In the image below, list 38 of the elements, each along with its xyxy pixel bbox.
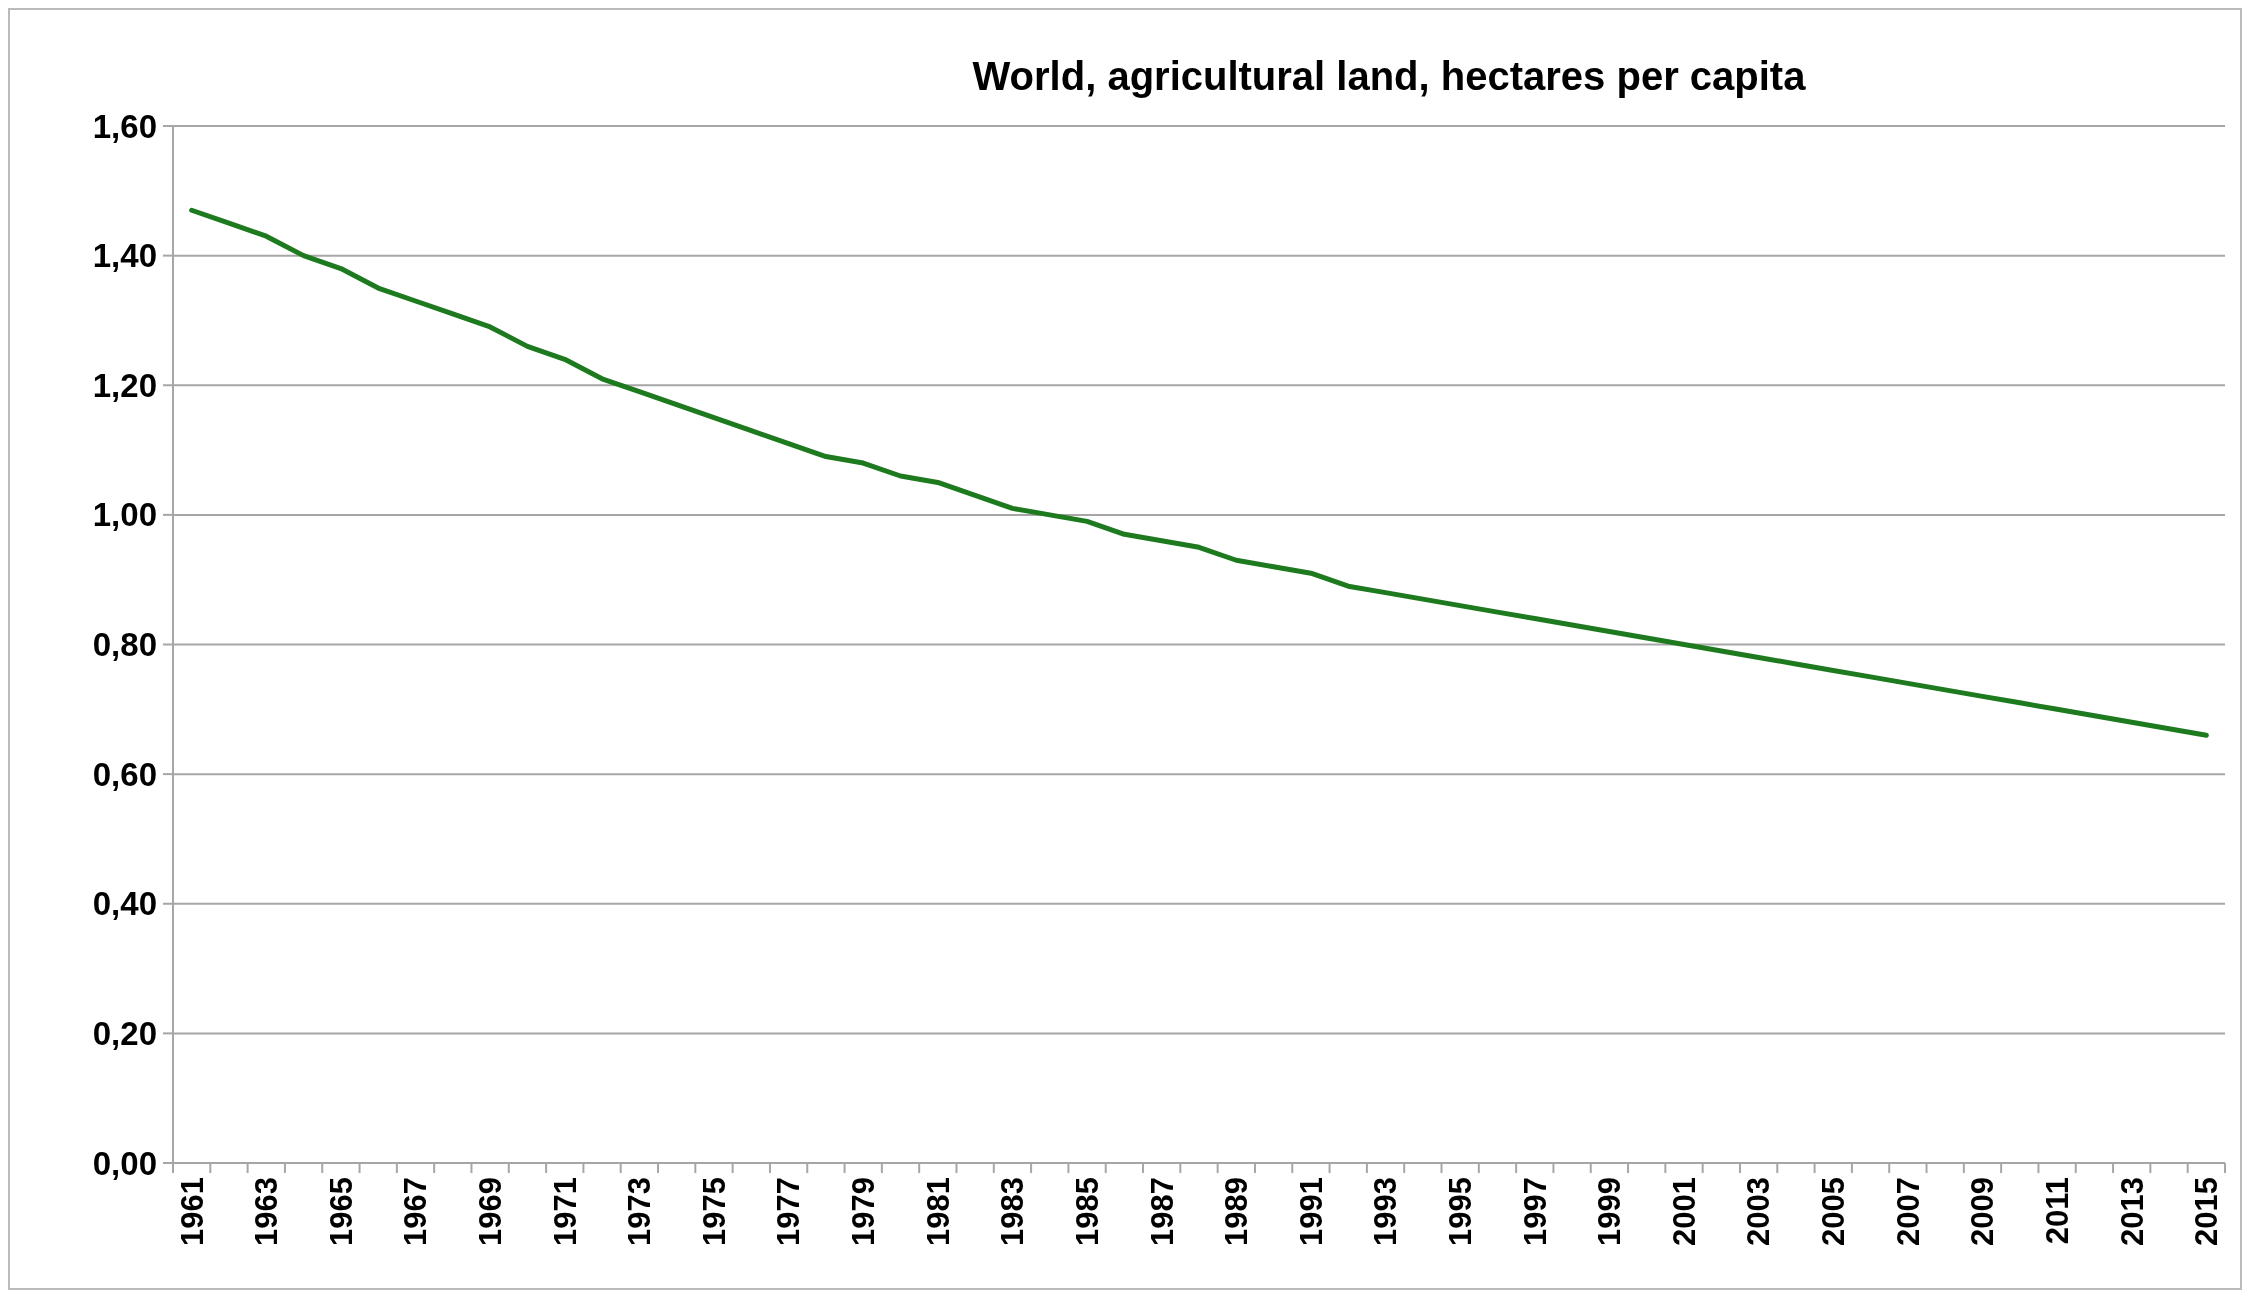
x-tick-label: 1995 [1443, 1177, 1479, 1246]
y-tick-label: 0,20 [92, 1014, 157, 1052]
x-tick-label: 1991 [1293, 1177, 1329, 1246]
x-tick-label: 2001 [1666, 1177, 1702, 1246]
x-tick-label: 1981 [920, 1177, 956, 1246]
x-tick-label: 1973 [622, 1177, 658, 1246]
x-tick-label: 1979 [846, 1177, 882, 1246]
y-tick-label: 0,40 [92, 885, 157, 923]
x-tick-label: 2015 [2189, 1177, 2225, 1246]
chart-title: World, agricultural land, hectares per capita [972, 54, 1807, 98]
x-tick-label: 1975 [696, 1177, 732, 1246]
x-tick-label: 1993 [1368, 1177, 1404, 1246]
x-tick-label: 1983 [995, 1177, 1031, 1246]
x-tick-label: 1967 [398, 1177, 434, 1246]
x-tick-label: 2013 [2114, 1177, 2150, 1246]
x-tick-label: 2005 [1816, 1177, 1852, 1246]
x-tick-label: 2011 [2039, 1177, 2075, 1245]
x-tick-label: 1987 [1144, 1177, 1180, 1246]
y-tick-label: 0,60 [92, 755, 157, 793]
x-tick-label: 2003 [1741, 1177, 1777, 1246]
y-tick-label: 0,00 [92, 1144, 157, 1182]
x-tick-label: 1971 [547, 1177, 583, 1246]
y-tick-label: 1,20 [92, 366, 157, 404]
x-tick-label: 1961 [174, 1177, 210, 1246]
y-tick-label: 0,80 [92, 626, 157, 664]
x-tick-label: 1963 [249, 1177, 285, 1246]
x-tick-label: 1989 [1219, 1177, 1255, 1246]
y-tick-label: 1,60 [92, 107, 157, 145]
y-tick-label: 1,40 [92, 237, 157, 275]
x-tick-label: 2007 [1890, 1177, 1926, 1246]
y-tick-label: 1,00 [92, 496, 157, 534]
x-tick-label: 1997 [1517, 1177, 1553, 1246]
x-tick-label: 1985 [1069, 1177, 1105, 1246]
x-tick-label: 2009 [1965, 1177, 2001, 1246]
x-tick-label: 1965 [323, 1177, 359, 1246]
x-tick-label: 1999 [1592, 1177, 1628, 1246]
x-tick-label: 1977 [771, 1177, 807, 1246]
x-tick-label: 1969 [472, 1177, 508, 1246]
